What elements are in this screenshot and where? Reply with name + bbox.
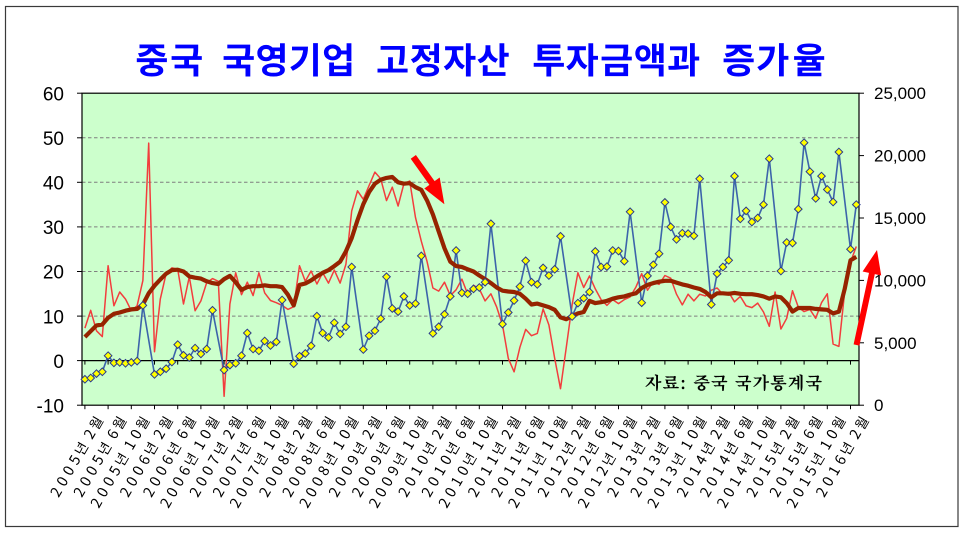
svg-text:0: 0 — [874, 396, 883, 415]
svg-text:25,000: 25,000 — [874, 84, 926, 103]
svg-text:10,000: 10,000 — [874, 271, 926, 290]
svg-text:-10: -10 — [37, 396, 64, 417]
svg-text:15,000: 15,000 — [874, 209, 926, 228]
svg-text:50: 50 — [43, 129, 64, 150]
svg-text:20,000: 20,000 — [874, 147, 926, 166]
svg-text:0: 0 — [53, 352, 64, 373]
svg-text:30: 30 — [43, 218, 64, 239]
svg-text:5,000: 5,000 — [874, 334, 917, 353]
svg-text:20: 20 — [43, 263, 64, 284]
svg-text:10: 10 — [43, 307, 64, 328]
svg-text:40: 40 — [43, 174, 64, 195]
svg-text:60: 60 — [43, 84, 64, 105]
